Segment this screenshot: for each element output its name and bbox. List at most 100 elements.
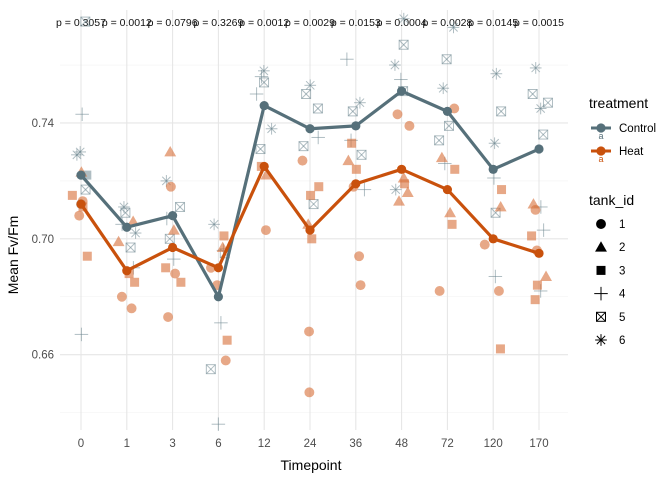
- raw-point-heat: [354, 251, 365, 262]
- mean-point-control: [305, 124, 315, 134]
- p-value-label: p = 0.0153: [331, 17, 381, 29]
- x-tick-label: 48: [395, 438, 408, 450]
- mean-point-heat: [351, 179, 361, 189]
- raw-point-heat: [435, 151, 448, 163]
- legend-label: Heat: [619, 146, 644, 158]
- raw-point-heat: [170, 268, 181, 279]
- x-tick-label: 0: [78, 438, 84, 450]
- raw-point-heat: [304, 387, 315, 398]
- raw-point-control: [259, 77, 270, 88]
- legend-point-swatch: [596, 123, 606, 133]
- mean-point-control: [488, 164, 498, 174]
- y-tick-label: 0.70: [32, 234, 54, 246]
- raw-point-control: [389, 183, 402, 196]
- legend-glyph: a: [598, 131, 603, 141]
- legend-item-tank-3: 3: [596, 265, 625, 277]
- raw-point-heat: [161, 263, 171, 273]
- p-value-label: p = 0.0012: [102, 17, 152, 29]
- raw-point-control: [80, 16, 91, 27]
- raw-point-control: [125, 242, 136, 253]
- legend-item-tank-5: 5: [596, 311, 625, 324]
- raw-point-control: [258, 64, 270, 77]
- mean-point-control: [259, 100, 269, 111]
- legend-item-tank-6: 6: [595, 334, 625, 347]
- raw-point-control: [175, 201, 186, 212]
- legend-shape-circle: [596, 219, 606, 229]
- raw-point-heat: [493, 286, 504, 296]
- raw-point-heat: [164, 145, 177, 157]
- mean-point-heat: [442, 184, 452, 195]
- raw-point-heat: [444, 206, 457, 218]
- x-tick-label: 24: [304, 438, 317, 450]
- legend-label: 2: [619, 242, 625, 254]
- raw-point-heat: [167, 224, 180, 235]
- legend-label: 6: [619, 335, 625, 347]
- legend-shape-asterisk: [595, 334, 607, 346]
- raw-point-heat: [479, 239, 490, 250]
- x-tick-label: 120: [484, 438, 503, 450]
- mean-lines: [76, 86, 544, 302]
- raw-point-heat: [112, 235, 125, 247]
- raw-point-heat: [116, 291, 127, 302]
- mean-point-heat: [76, 199, 86, 209]
- raw-point-control: [340, 52, 354, 66]
- raw-point-heat: [392, 109, 403, 120]
- raw-point-heat: [527, 231, 537, 241]
- mean-point-control: [442, 106, 452, 116]
- raw-point-heat: [67, 190, 77, 200]
- raw-point-heat: [434, 286, 445, 296]
- x-tick-label: 6: [215, 438, 221, 450]
- raw-point-control: [542, 97, 553, 108]
- raw-point-control: [529, 62, 542, 74]
- raw-point-heat: [527, 198, 540, 209]
- raw-point-control: [488, 137, 501, 150]
- raw-point-heat: [450, 164, 460, 174]
- raw-point-heat: [347, 138, 357, 148]
- mean-point-control: [122, 222, 132, 232]
- raw-point-heat: [306, 190, 316, 200]
- legend-shape-triangle: [595, 241, 607, 252]
- x-tick-label: 12: [258, 438, 271, 450]
- raw-point-heat: [495, 344, 505, 354]
- raw-point-control: [441, 54, 452, 65]
- raw-point-control: [166, 252, 181, 266]
- legend-point-swatch: [596, 146, 606, 156]
- mean-point-heat: [488, 234, 498, 244]
- raw-point-heat: [532, 280, 542, 290]
- raw-point-heat: [82, 251, 92, 261]
- raw-point-control: [488, 269, 503, 284]
- raw-point-heat: [126, 303, 137, 314]
- mean-point-control: [76, 170, 86, 180]
- raw-point-control: [249, 87, 264, 101]
- legend-item-control: a Control: [591, 123, 656, 141]
- raw-point-heat: [260, 225, 271, 236]
- raw-point-control: [129, 227, 142, 239]
- legend-label: 3: [619, 265, 625, 277]
- raw-point-heat: [401, 186, 414, 197]
- raw-point-control: [389, 59, 401, 71]
- raw-point-control: [437, 82, 450, 95]
- p-value-label: p = 0.0028: [422, 17, 472, 29]
- legend-label: 1: [619, 219, 625, 231]
- raw-point-heat: [219, 231, 229, 241]
- mean-point-heat: [305, 225, 315, 235]
- legend-title-tank-id: tank_id: [589, 192, 634, 208]
- raw-point-heat: [130, 277, 140, 287]
- raw-point-heat: [342, 154, 355, 166]
- raw-point-control: [311, 130, 325, 145]
- raw-point-control: [444, 120, 455, 131]
- x-tick-label: 72: [441, 438, 454, 450]
- raw-point-heat: [494, 201, 507, 212]
- legend-item-heat: a Heat: [591, 146, 644, 164]
- raw-point-heat: [404, 120, 415, 131]
- raw-point-heat: [307, 234, 317, 244]
- raw-point-control: [536, 223, 551, 237]
- raw-point-heat: [222, 335, 232, 345]
- legend-shape-square: [596, 265, 606, 275]
- legend: treatment a Control a Heat tank_id 1 2 3 4 5 6: [589, 95, 656, 347]
- legend-shape-plus: [594, 286, 608, 301]
- p-value-label: p = 0.0015: [514, 17, 564, 29]
- x-tick-label: 36: [349, 438, 362, 450]
